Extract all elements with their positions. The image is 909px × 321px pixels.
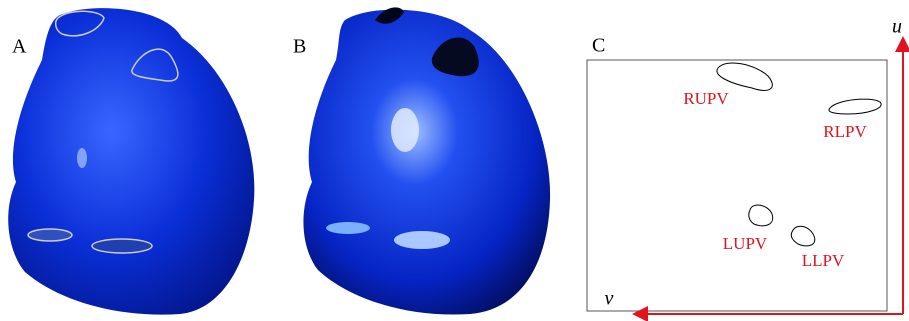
region-label: RLPV: [823, 122, 867, 141]
highlight: [77, 148, 87, 168]
highlight: [391, 108, 419, 152]
region-contour: [717, 63, 772, 90]
region-contour: [829, 99, 881, 114]
atrium-surface: [303, 10, 550, 315]
region-label: LUPV: [723, 234, 768, 253]
axis-label: v: [605, 288, 614, 310]
vein-opening: [326, 222, 370, 234]
vein-outline: [92, 239, 152, 253]
panel-b: B: [293, 7, 550, 314]
panel-label: C: [592, 35, 605, 57]
vein-opening: [394, 231, 450, 249]
page: A B C RUPV RLPV LUPV LLPV u v (() => { c…: [0, 0, 909, 321]
region-label: LLPV: [802, 251, 845, 270]
panel-label: A: [12, 36, 27, 58]
vein-outline: [28, 229, 72, 241]
axis-label: u: [892, 16, 902, 38]
figure: A B C RUPV RLPV LUPV LLPV u v: [0, 0, 909, 321]
atrium-surface: [8, 8, 254, 315]
panel-a: A: [8, 8, 254, 315]
region-label: RUPV: [683, 89, 729, 108]
map-frame: [587, 60, 887, 311]
panel-c: C RUPV RLPV LUPV LLPV u v: [587, 16, 903, 314]
region-contour: [749, 205, 773, 226]
panel-label: B: [293, 36, 306, 58]
region-contour: [791, 226, 815, 246]
